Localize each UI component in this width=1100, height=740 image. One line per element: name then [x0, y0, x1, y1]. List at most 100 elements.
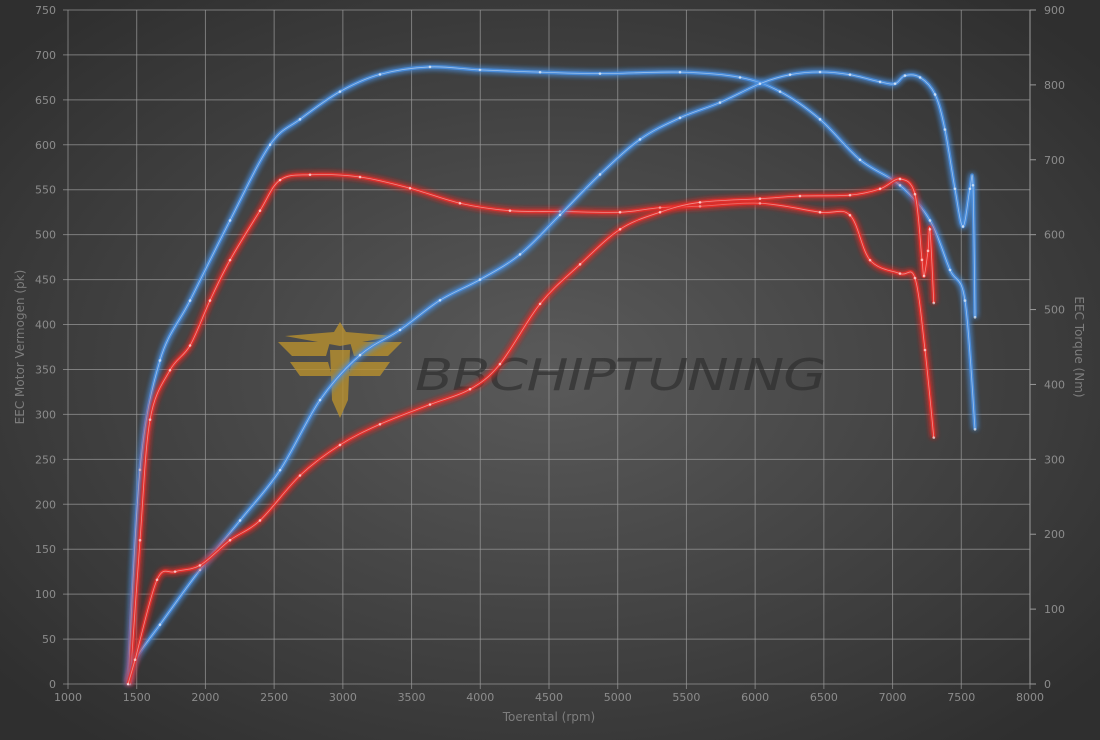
data-point	[598, 72, 602, 75]
data-point	[258, 519, 262, 522]
data-point	[758, 197, 762, 201]
data-point	[928, 219, 932, 222]
x-tick-label: 5000	[604, 691, 632, 704]
data-point	[228, 219, 232, 222]
grid	[63, 9, 1036, 689]
y-left-tick-label: 350	[35, 363, 56, 376]
data-point	[198, 568, 202, 572]
data-point	[858, 158, 862, 162]
x-tick-label: 6500	[810, 691, 838, 704]
x-tick-label: 4000	[466, 691, 494, 704]
data-point	[973, 428, 977, 431]
x-tick-label: 7500	[947, 691, 975, 704]
data-point	[678, 70, 682, 74]
y-left-tick-label: 100	[35, 588, 56, 601]
data-point	[298, 118, 302, 121]
x-tick-label: 1000	[54, 691, 82, 704]
data-point	[968, 187, 972, 191]
data-point	[903, 74, 907, 77]
y-left-tick-label: 200	[35, 498, 56, 511]
data-point	[926, 249, 930, 253]
data-point	[973, 316, 977, 319]
data-point	[278, 178, 282, 182]
data-point	[228, 538, 232, 542]
y-right-tick-label: 800	[1044, 79, 1065, 92]
data-point	[698, 204, 702, 208]
y-right-tick-label: 300	[1044, 453, 1065, 466]
y-left-axis-label: EEC Motor Vermogen (pk)	[13, 270, 27, 425]
data-point	[188, 344, 192, 347]
data-point	[173, 570, 177, 573]
data-point	[438, 298, 442, 302]
data-point	[898, 177, 902, 181]
data-point	[698, 201, 702, 204]
y-left-tick-label: 650	[35, 94, 56, 107]
data-point	[618, 210, 622, 214]
data-point	[408, 186, 412, 190]
data-point	[538, 302, 542, 306]
data-point	[298, 474, 302, 477]
data-point	[278, 468, 282, 472]
data-point	[878, 80, 882, 84]
x-tick-label: 2500	[260, 691, 288, 704]
data-point	[943, 128, 947, 131]
series-1-torque-line	[128, 172, 936, 686]
data-point	[338, 443, 342, 447]
data-point	[893, 82, 897, 85]
data-point	[920, 258, 924, 262]
data-point	[758, 201, 762, 205]
data-point	[378, 422, 382, 426]
data-point	[818, 70, 822, 74]
data-point	[933, 93, 937, 96]
x-tick-label: 3500	[398, 691, 426, 704]
data-point	[678, 116, 682, 120]
data-point	[228, 258, 232, 262]
data-point	[138, 468, 142, 472]
data-point	[158, 359, 162, 362]
data-point	[898, 272, 902, 275]
x-tick-label: 5500	[672, 691, 700, 704]
data-point	[358, 353, 362, 357]
x-tick-label: 2000	[191, 691, 219, 704]
data-point	[598, 173, 602, 176]
data-point	[398, 328, 402, 332]
data-point	[658, 210, 662, 214]
y-right-tick-label: 500	[1044, 304, 1065, 317]
data-point	[778, 90, 782, 93]
y-right-tick-label: 0	[1044, 678, 1051, 691]
data-point	[478, 68, 482, 72]
data-point	[948, 268, 952, 272]
data-point	[658, 206, 662, 210]
data-point	[848, 73, 852, 77]
data-point	[338, 90, 342, 93]
data-point	[268, 143, 272, 147]
data-point	[508, 209, 512, 213]
x-tick-label: 1500	[123, 691, 151, 704]
watermark-logo: BBCHIPTUNING	[278, 322, 826, 418]
y-left-tick-label: 700	[35, 49, 56, 62]
series-3-power-line	[126, 177, 936, 686]
data-point	[498, 362, 502, 366]
data-point	[878, 187, 882, 191]
y-right-axis-label: EEC Torque (Nm)	[1072, 296, 1086, 397]
data-point	[922, 274, 926, 278]
data-point	[758, 82, 762, 85]
data-point	[188, 299, 192, 302]
data-point	[208, 299, 212, 302]
y-left-tick-label: 600	[35, 139, 56, 152]
y-right-tick-label: 600	[1044, 229, 1065, 242]
y-left-tick-label: 300	[35, 408, 56, 421]
data-point	[155, 578, 159, 582]
data-point	[818, 210, 822, 214]
data-point	[138, 538, 142, 542]
data-point	[618, 227, 622, 231]
data-point	[738, 76, 742, 79]
data-point	[913, 276, 917, 280]
data-point	[478, 278, 482, 281]
data-point	[963, 299, 967, 302]
y-right-tick-label: 700	[1044, 154, 1065, 167]
y-left-tick-label: 550	[35, 184, 56, 197]
data-point	[458, 201, 462, 205]
